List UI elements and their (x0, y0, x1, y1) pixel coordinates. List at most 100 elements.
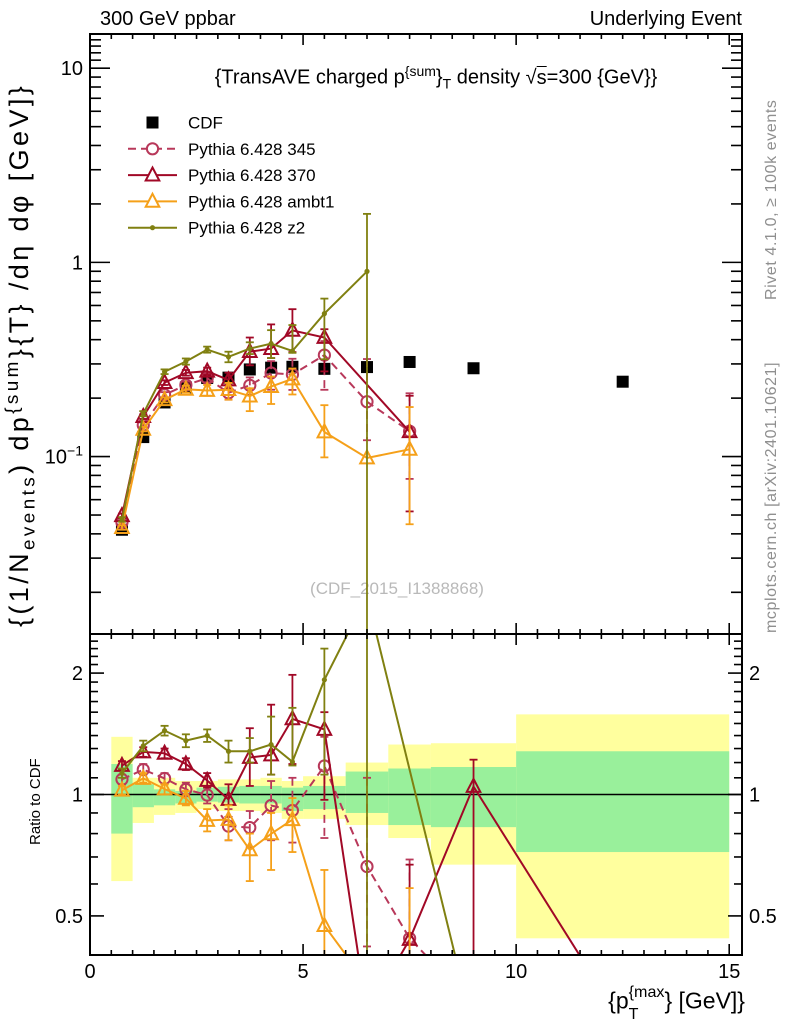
data-marker (177, 379, 195, 396)
data-marker (140, 743, 146, 749)
legend-label: Pythia 6.428 ambt1 (188, 192, 334, 211)
data-marker (113, 780, 131, 797)
legend-item-pythia-345: Pythia 6.428 345 (128, 140, 316, 159)
observable-title: {TransAVE charged p{sum}T density √s=300… (214, 63, 658, 92)
y-tick-label: 10−1 (45, 443, 83, 469)
ratio-tick-label-right: 2 (749, 663, 760, 685)
data-marker (156, 743, 174, 760)
y-tick-label: 10 (61, 58, 83, 80)
data-marker (264, 798, 278, 813)
x-tick-label: 15 (718, 961, 740, 983)
legend-marker (149, 225, 156, 231)
series-line (121, 634, 457, 955)
legend: CDF Pythia 6.428 345 Pythia 6.428 370 Pythi… (128, 114, 334, 238)
data-marker (113, 517, 131, 534)
data-marker (283, 809, 301, 827)
legend-item-pythia-z2: Pythia 6.428 z2 (128, 219, 305, 238)
data-marker (289, 759, 296, 765)
y-tick-label: 1 (72, 252, 83, 274)
data-marker (156, 372, 174, 390)
legend-label: Pythia 6.428 345 (188, 140, 316, 159)
legend-marker (144, 165, 161, 182)
data-marker (119, 770, 125, 776)
ratio-tick-label-left: 2 (72, 663, 83, 685)
data-marker (247, 346, 253, 352)
legend-item-pythia-ambt1: Pythia 6.428 ambt1 (128, 191, 334, 211)
band-green (132, 784, 154, 808)
x-tick-label: 10 (505, 961, 527, 983)
series-pythia-z2-ratio (117, 634, 457, 955)
ratio-tick-label-right: 0.5 (749, 906, 777, 928)
data-marker (467, 362, 480, 375)
legend-label: Pythia 6.428 370 (188, 166, 316, 185)
data-marker (465, 776, 482, 793)
data-marker (225, 354, 232, 360)
ratio-tick-label-left: 0.5 (55, 906, 83, 928)
data-marker (289, 348, 296, 354)
data-marker (360, 1006, 374, 1019)
data-marker (204, 732, 210, 739)
data-marker (262, 376, 280, 393)
data-marker (225, 748, 232, 754)
series-line (121, 717, 581, 955)
data-marker (283, 369, 301, 386)
series-pythia-ambt1-ratio (113, 768, 417, 989)
ratio-tick-label-right: 1 (749, 785, 760, 807)
data-marker (315, 422, 333, 439)
data-marker (364, 268, 370, 274)
data-marker (140, 411, 146, 417)
data-marker (315, 915, 333, 933)
data-marker (403, 968, 417, 981)
data-marker (321, 311, 327, 317)
data-marker (177, 363, 195, 380)
data-marker (616, 375, 629, 388)
data-marker (241, 386, 259, 403)
data-marker (268, 341, 274, 347)
data-marker (183, 738, 189, 744)
data-marker (161, 728, 168, 734)
series-pythia-370-main (113, 308, 419, 523)
legend-marker (145, 142, 160, 156)
data-marker (200, 788, 214, 802)
data-marker (268, 741, 274, 748)
data-marker (360, 976, 374, 989)
data-marker (243, 363, 256, 376)
data-marker (403, 355, 416, 368)
legend-marker (146, 116, 159, 129)
data-marker (198, 770, 216, 787)
data-marker (247, 748, 253, 754)
data-marker (177, 788, 195, 805)
series-pythia-ambt1-main (113, 367, 419, 534)
x-axis-title: {p {max T} [GeV]} (608, 983, 745, 1023)
data-marker (220, 809, 237, 826)
analysis-group-title: Underlying Event (589, 8, 742, 30)
data-marker (161, 369, 168, 375)
band-green (388, 768, 431, 826)
data-marker (198, 380, 216, 397)
data-marker (616, 1016, 630, 1024)
ratio-tick-label-left: 1 (72, 785, 83, 807)
data-marker (119, 516, 125, 522)
data-marker (241, 840, 259, 857)
legend-item-pythia-370: Pythia 6.428 370 (128, 165, 316, 185)
data-marker (262, 824, 280, 841)
data-marker (198, 361, 216, 378)
data-marker (204, 346, 210, 353)
x-tick-label: 5 (298, 961, 309, 983)
data-marker (156, 779, 174, 796)
data-marker (401, 439, 419, 456)
band-green (516, 751, 730, 853)
data-marker (183, 358, 189, 365)
data-marker (177, 754, 195, 771)
data-marker (220, 379, 237, 397)
data-marker (134, 768, 152, 785)
data-marker (198, 810, 216, 827)
axes (89, 33, 743, 956)
legend-label: CDF (188, 114, 223, 133)
x-tick-label: 0 (84, 961, 95, 983)
series-pythia-z2-main (117, 212, 371, 634)
data-marker (321, 677, 327, 683)
legend-item-cdf: CDF (146, 114, 223, 133)
